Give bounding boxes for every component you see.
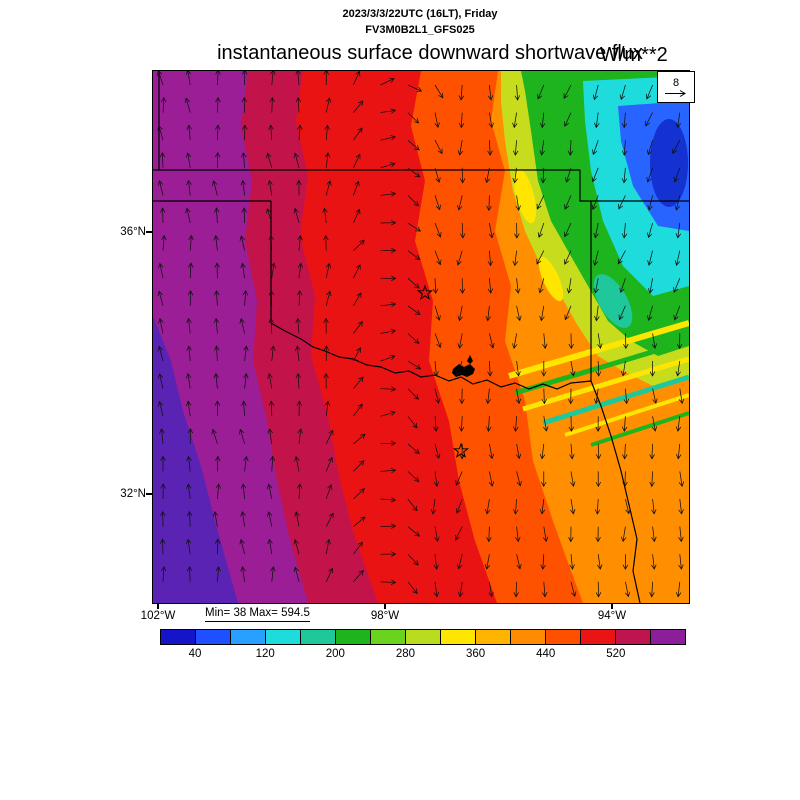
colorbar-ticks: 40 120 200 280 360 440 520: [160, 648, 686, 662]
model-line: FV3M0B2L1_GFS025: [365, 24, 475, 36]
wind-reference-value: 8: [672, 76, 680, 89]
colorbar-tick-label: 40: [188, 648, 202, 660]
cloud-teal-patch: [593, 274, 633, 328]
cloud-yellow-patch-1: [513, 168, 537, 224]
map-frame: [152, 69, 690, 604]
map-svg: [153, 69, 690, 604]
wind-reference-arrow-icon: [665, 89, 686, 97]
colorbar-tick-label: 520: [606, 648, 626, 660]
colorbar-tick-label: 120: [255, 648, 275, 660]
colorbar-segment: [160, 629, 196, 645]
lat-tick-32n: [146, 493, 152, 495]
colorbar-segment: [580, 629, 616, 645]
cloud-streak-5: [564, 393, 690, 437]
wind-arrows-path: [157, 69, 685, 598]
star-marker: [416, 284, 434, 300]
colorbar-segment: [265, 629, 301, 645]
colorbar-segment: [230, 629, 266, 645]
cloud-streak-6: [590, 411, 690, 447]
lat-label-32n: 32°N: [120, 488, 146, 500]
page-title: instantaneous surface downward shortwave…: [217, 42, 643, 64]
colorbar-tick-label: 440: [536, 648, 556, 660]
colorbar-segment: [370, 629, 406, 645]
wind-vector-field: [157, 69, 685, 598]
min-max-stats: Min= 38 Max= 594.5: [205, 607, 310, 622]
colorbar-tick-label: 200: [325, 648, 345, 660]
lon-label-98w: 98°W: [370, 610, 400, 622]
wind-reference-box: 8: [657, 71, 695, 103]
colorbar-segment: [510, 629, 546, 645]
lon-label-102w: 102°W: [140, 610, 176, 622]
colorbar: [160, 629, 686, 645]
lon-label-94w: 94°W: [597, 610, 627, 622]
colorbar-tick-label: 360: [466, 648, 486, 660]
cloud-dark-blue-core: [650, 119, 688, 207]
colorbar-segment: [650, 629, 686, 645]
colorbar-segment: [195, 629, 231, 645]
units-label: W/m**2: [600, 44, 668, 66]
lat-label-36n: 36°N: [120, 226, 146, 238]
cloud-streak-4: [542, 374, 690, 426]
colorbar-segment: [335, 629, 371, 645]
lon-tick-102w: [157, 603, 159, 609]
colorbar-segment: [545, 629, 581, 645]
colorbar-segment: [475, 629, 511, 645]
colorbar-tick-label: 280: [395, 648, 416, 660]
state-borders: [153, 71, 689, 604]
lon-tick-94w: [611, 603, 613, 609]
lat-tick-36n: [146, 231, 152, 233]
flux-band-violet: [153, 316, 238, 603]
datetime-line: 2023/3/3/22UTC (16LT), Friday: [342, 8, 498, 20]
colorbar-segment: [300, 629, 336, 645]
cloud-yellow-patch-2: [538, 256, 564, 302]
star-marker: [452, 442, 470, 458]
colorbar-segment: [405, 629, 441, 645]
cloud-streak-1: [508, 320, 690, 379]
colorbar-segment: [615, 629, 651, 645]
colorbar-segment: [440, 629, 476, 645]
cloud-streak-3: [522, 356, 690, 412]
lon-tick-98w: [384, 603, 386, 609]
